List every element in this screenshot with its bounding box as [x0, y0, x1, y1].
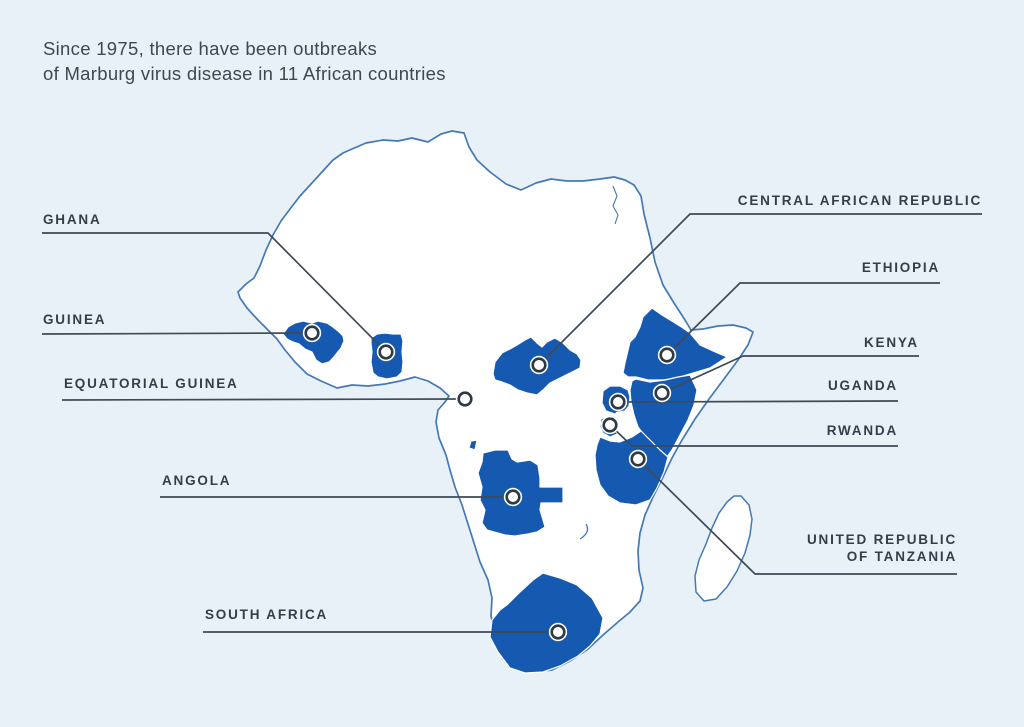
chart-title-line-2: of Marburg virus disease in 11 African c… — [43, 63, 446, 84]
country-shape-guinea — [282, 320, 345, 365]
country-label-south-africa: SOUTH AFRICA — [205, 606, 328, 623]
country-label-uganda-line-1: UGANDA — [827, 378, 898, 393]
country-label-equatorial-guinea: EQUATORIAL GUINEA — [64, 375, 239, 392]
country-label-equatorial-guinea-line-1: EQUATORIAL GUINEA — [64, 376, 239, 391]
country-label-ghana: GHANA — [43, 211, 102, 228]
madagascar-outline — [694, 495, 753, 602]
country-label-rwanda-line-1: RWANDA — [826, 423, 898, 438]
leader-line-tanzania — [637, 458, 957, 575]
country-label-angola: ANGOLA — [162, 472, 231, 489]
outbreak-dot-ethiopia — [659, 347, 675, 363]
leader-lines-layer — [41, 213, 982, 633]
country-label-kenya: KENYA — [864, 334, 919, 351]
country-label-ethiopia: ETHIOPIA — [862, 259, 940, 276]
leader-line-rwanda — [609, 424, 898, 447]
chart-title-line-1: Since 1975, there have been outbreaks — [43, 38, 378, 59]
lake-victoria — [612, 410, 637, 438]
leader-line-central-african-republic — [538, 213, 982, 366]
country-label-tanzania-line-2: OF TANZANIA — [846, 549, 957, 564]
outbreak-dot-tanzania — [630, 451, 646, 467]
country-label-tanzania-line-1: UNITED REPUBLIC — [806, 532, 957, 547]
country-label-ethiopia-line-1: ETHIOPIA — [861, 260, 940, 275]
country-label-tanzania: UNITED REPUBLIC OF TANZANIA — [807, 531, 957, 565]
country-label-central-african-republic: CENTRAL AFRICAN REPUBLIC — [738, 192, 982, 209]
leader-line-ethiopia — [666, 282, 940, 356]
chart-title: Since 1975, there have been outbreaks of… — [43, 36, 446, 86]
nile-river-line — [612, 185, 619, 225]
leader-line-uganda — [618, 400, 899, 403]
outbreak-dot-angola — [505, 489, 521, 505]
africa-mainland-outline — [237, 130, 754, 673]
country-label-guinea-line-1: GUINEA — [43, 312, 107, 327]
leader-line-guinea — [41, 332, 307, 335]
outbreak-dot-kenya — [654, 385, 670, 401]
country-label-ghana-line-1: GHANA — [43, 212, 102, 227]
country-label-rwanda: RWANDA — [827, 422, 898, 439]
lakes-rivers-layer — [579, 410, 637, 540]
country-shape-angola — [468, 439, 564, 537]
outbreak-dot-south-africa — [550, 624, 566, 640]
country-label-uganda: UGANDA — [828, 377, 898, 394]
country-label-south-africa-line-1: SOUTH AFRICA — [205, 607, 329, 622]
leader-line-kenya — [661, 355, 919, 394]
leader-line-equatorial-guinea — [61, 398, 459, 401]
country-label-angola-line-1: ANGOLA — [162, 473, 232, 488]
outbreak-dot-ghana — [378, 344, 394, 360]
leader-line-ghana — [42, 232, 387, 353]
outbreak-dot-uganda — [610, 394, 626, 410]
outbreak-dots-layer — [302, 323, 677, 642]
outbreak-dot-rwanda — [602, 417, 618, 433]
country-label-kenya-line-1: KENYA — [863, 335, 919, 350]
country-label-central-african-republic-line-1: CENTRAL AFRICAN REPUBLIC — [737, 193, 982, 208]
outbreak-dot-central-african-republic — [531, 357, 547, 373]
country-label-guinea: GUINEA — [43, 311, 106, 328]
highlighted-countries-layer — [282, 307, 728, 674]
outbreak-dot-equatorial-guinea — [457, 391, 473, 407]
lake-malawi-line — [579, 523, 589, 540]
country-shape-south-africa — [489, 572, 604, 674]
outbreak-dot-guinea — [304, 325, 320, 341]
landmass-layer — [237, 130, 754, 673]
country-shape-tanzania — [594, 430, 669, 506]
